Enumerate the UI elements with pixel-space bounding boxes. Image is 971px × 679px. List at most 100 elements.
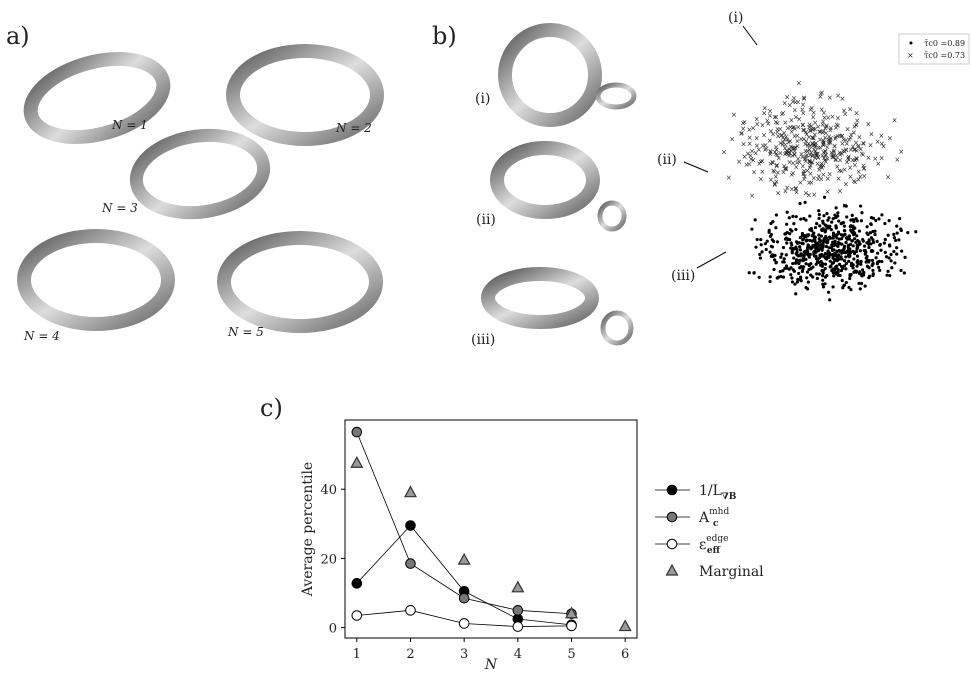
scatter-cross: × (796, 116, 802, 124)
scatter-cross: × (833, 124, 839, 132)
scatter-dot (765, 239, 769, 243)
marker (665, 563, 679, 576)
scatter-dot (827, 216, 831, 220)
scatter-dot (887, 219, 891, 223)
scatter-cross: × (762, 146, 768, 154)
scatter-dot (868, 231, 873, 235)
scatter-dot (820, 242, 824, 246)
scatter-cross: × (806, 134, 812, 142)
scatter-cross: × (786, 149, 792, 157)
scatter-dot (842, 233, 846, 237)
scatter-cross: × (788, 116, 794, 124)
scatter-dot (884, 255, 889, 259)
scatter-cross: × (748, 152, 754, 160)
legend-name: ε (699, 537, 706, 553)
scatter-cross: × (793, 186, 799, 194)
scatter-cross: × (811, 135, 817, 143)
scatter-dot (888, 244, 892, 248)
scatter-dot (840, 278, 844, 283)
scatter-dot (898, 217, 902, 221)
scatter-dot (799, 217, 803, 221)
scatter-cross: × (799, 106, 805, 114)
scatter-dot (832, 274, 836, 278)
scatter-cross: × (824, 143, 830, 151)
scatter-dot (856, 260, 860, 265)
scatter-dot (903, 255, 907, 259)
scatter-cross: × (817, 144, 823, 152)
scatter-dot (855, 234, 859, 238)
scatter-cross: × (800, 127, 806, 135)
scatter-cross: × (796, 79, 802, 87)
scatter-cross: × (789, 171, 795, 179)
scatter-cross: × (788, 124, 794, 132)
scatter-cross: × (790, 170, 796, 178)
scatter-dot (758, 256, 763, 260)
scatter-dot (797, 241, 801, 245)
scatter-cross: × (773, 178, 779, 186)
scatter-cross: × (773, 173, 779, 181)
scatter-cross: × (828, 125, 834, 133)
scatter-dot (877, 265, 881, 269)
scatter-cross: × (860, 139, 866, 147)
scatter-cross: × (784, 165, 790, 173)
scatter-dot (754, 245, 758, 249)
scatter-dot (824, 224, 828, 228)
scatter-dot (785, 241, 789, 245)
scatter-dot (828, 265, 832, 269)
scatter-dot (837, 262, 842, 266)
scatter-dot (781, 245, 786, 250)
scatter-dot (820, 239, 824, 243)
scatter-dot (860, 268, 865, 272)
scatter-dot (798, 248, 802, 252)
scatter-dot (795, 280, 800, 284)
scatter-cross: × (821, 109, 827, 117)
scatter-label: (iii) (671, 268, 695, 284)
scatter-cross: × (792, 147, 798, 155)
scatter-cross: × (783, 133, 789, 141)
scatter-dot (801, 253, 805, 257)
scatter-cross: × (800, 162, 806, 170)
scatter-cross: × (837, 167, 843, 175)
scatter-dot (862, 244, 867, 248)
scatter-cross: × (829, 153, 835, 161)
scatter-dot (781, 269, 785, 273)
scatter-cross: × (806, 192, 812, 200)
scatter-dot (800, 231, 805, 236)
scatter-cross: × (726, 174, 732, 182)
scatter-dot (833, 252, 837, 256)
scatter-cross: × (823, 123, 829, 131)
scatter-dot (810, 229, 814, 233)
scatter-cross: × (860, 151, 866, 159)
scatter-dot (883, 250, 887, 254)
scatter-dot (774, 226, 778, 230)
scatter-dot (865, 258, 869, 262)
scatter-cross: × (749, 148, 755, 156)
marker (618, 619, 632, 632)
scatter-cross: × (821, 139, 827, 147)
scatter-dot (790, 251, 794, 255)
scatter-dot (851, 233, 856, 237)
scatter-cross: × (792, 107, 798, 115)
scatter-dot (834, 243, 839, 247)
scatter-dot (801, 238, 805, 242)
scatter-dot (784, 253, 788, 257)
scatter-cross: × (782, 135, 788, 143)
scatter-cross: × (802, 140, 808, 148)
scatter-dot (857, 271, 862, 275)
marker (405, 605, 416, 616)
scatter-cross: × (844, 140, 850, 148)
scatter-dot (768, 279, 772, 284)
scatter-cross: × (854, 109, 860, 117)
marker (566, 620, 577, 632)
scatter-cross: × (750, 124, 756, 132)
scatter-dot (822, 195, 827, 199)
scatter-cross: × (812, 119, 818, 127)
scatter-dot (900, 249, 904, 253)
scatter-dot (838, 273, 842, 278)
scatter-cross: × (782, 165, 788, 173)
scatter-cross: × (802, 155, 808, 163)
scatter-dot (858, 242, 862, 246)
scatter-cross: × (781, 169, 787, 177)
scatter-cross: × (807, 157, 813, 165)
